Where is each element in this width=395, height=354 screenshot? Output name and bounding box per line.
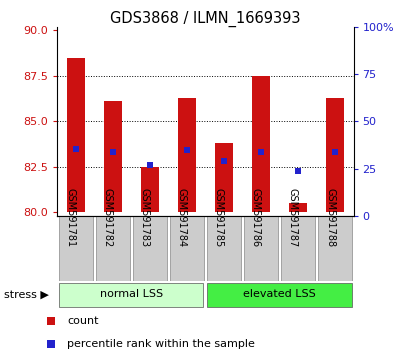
Text: stress ▶: stress ▶ [4,289,49,299]
Text: count: count [67,316,99,326]
Bar [289,203,307,212]
Text: GSM591781: GSM591781 [66,188,76,247]
Bar [96,216,130,281]
Bar [207,216,241,281]
Bar [214,143,233,212]
Title: GDS3868 / ILMN_1669393: GDS3868 / ILMN_1669393 [110,10,301,27]
Bar [244,216,278,281]
Bar [252,76,270,212]
Bar [66,57,85,212]
Text: GSM591785: GSM591785 [214,188,224,247]
Text: GSM591783: GSM591783 [140,188,150,247]
Text: GSM591784: GSM591784 [177,188,187,247]
Bar [103,101,122,212]
Bar [141,167,159,212]
Bar [178,98,196,212]
Text: GSM591787: GSM591787 [288,188,298,247]
Bar [170,216,204,281]
Bar [133,216,167,281]
Text: normal LSS: normal LSS [100,289,163,299]
Bar [207,283,352,307]
Bar [59,283,203,307]
Bar [326,98,344,212]
Text: GSM591788: GSM591788 [325,188,335,247]
Text: elevated LSS: elevated LSS [243,289,316,299]
Text: GSM591786: GSM591786 [251,188,261,247]
Text: percentile rank within the sample: percentile rank within the sample [67,339,255,349]
Bar [281,216,315,281]
Text: GSM591782: GSM591782 [103,188,113,247]
Bar [318,216,352,281]
Bar [59,216,93,281]
